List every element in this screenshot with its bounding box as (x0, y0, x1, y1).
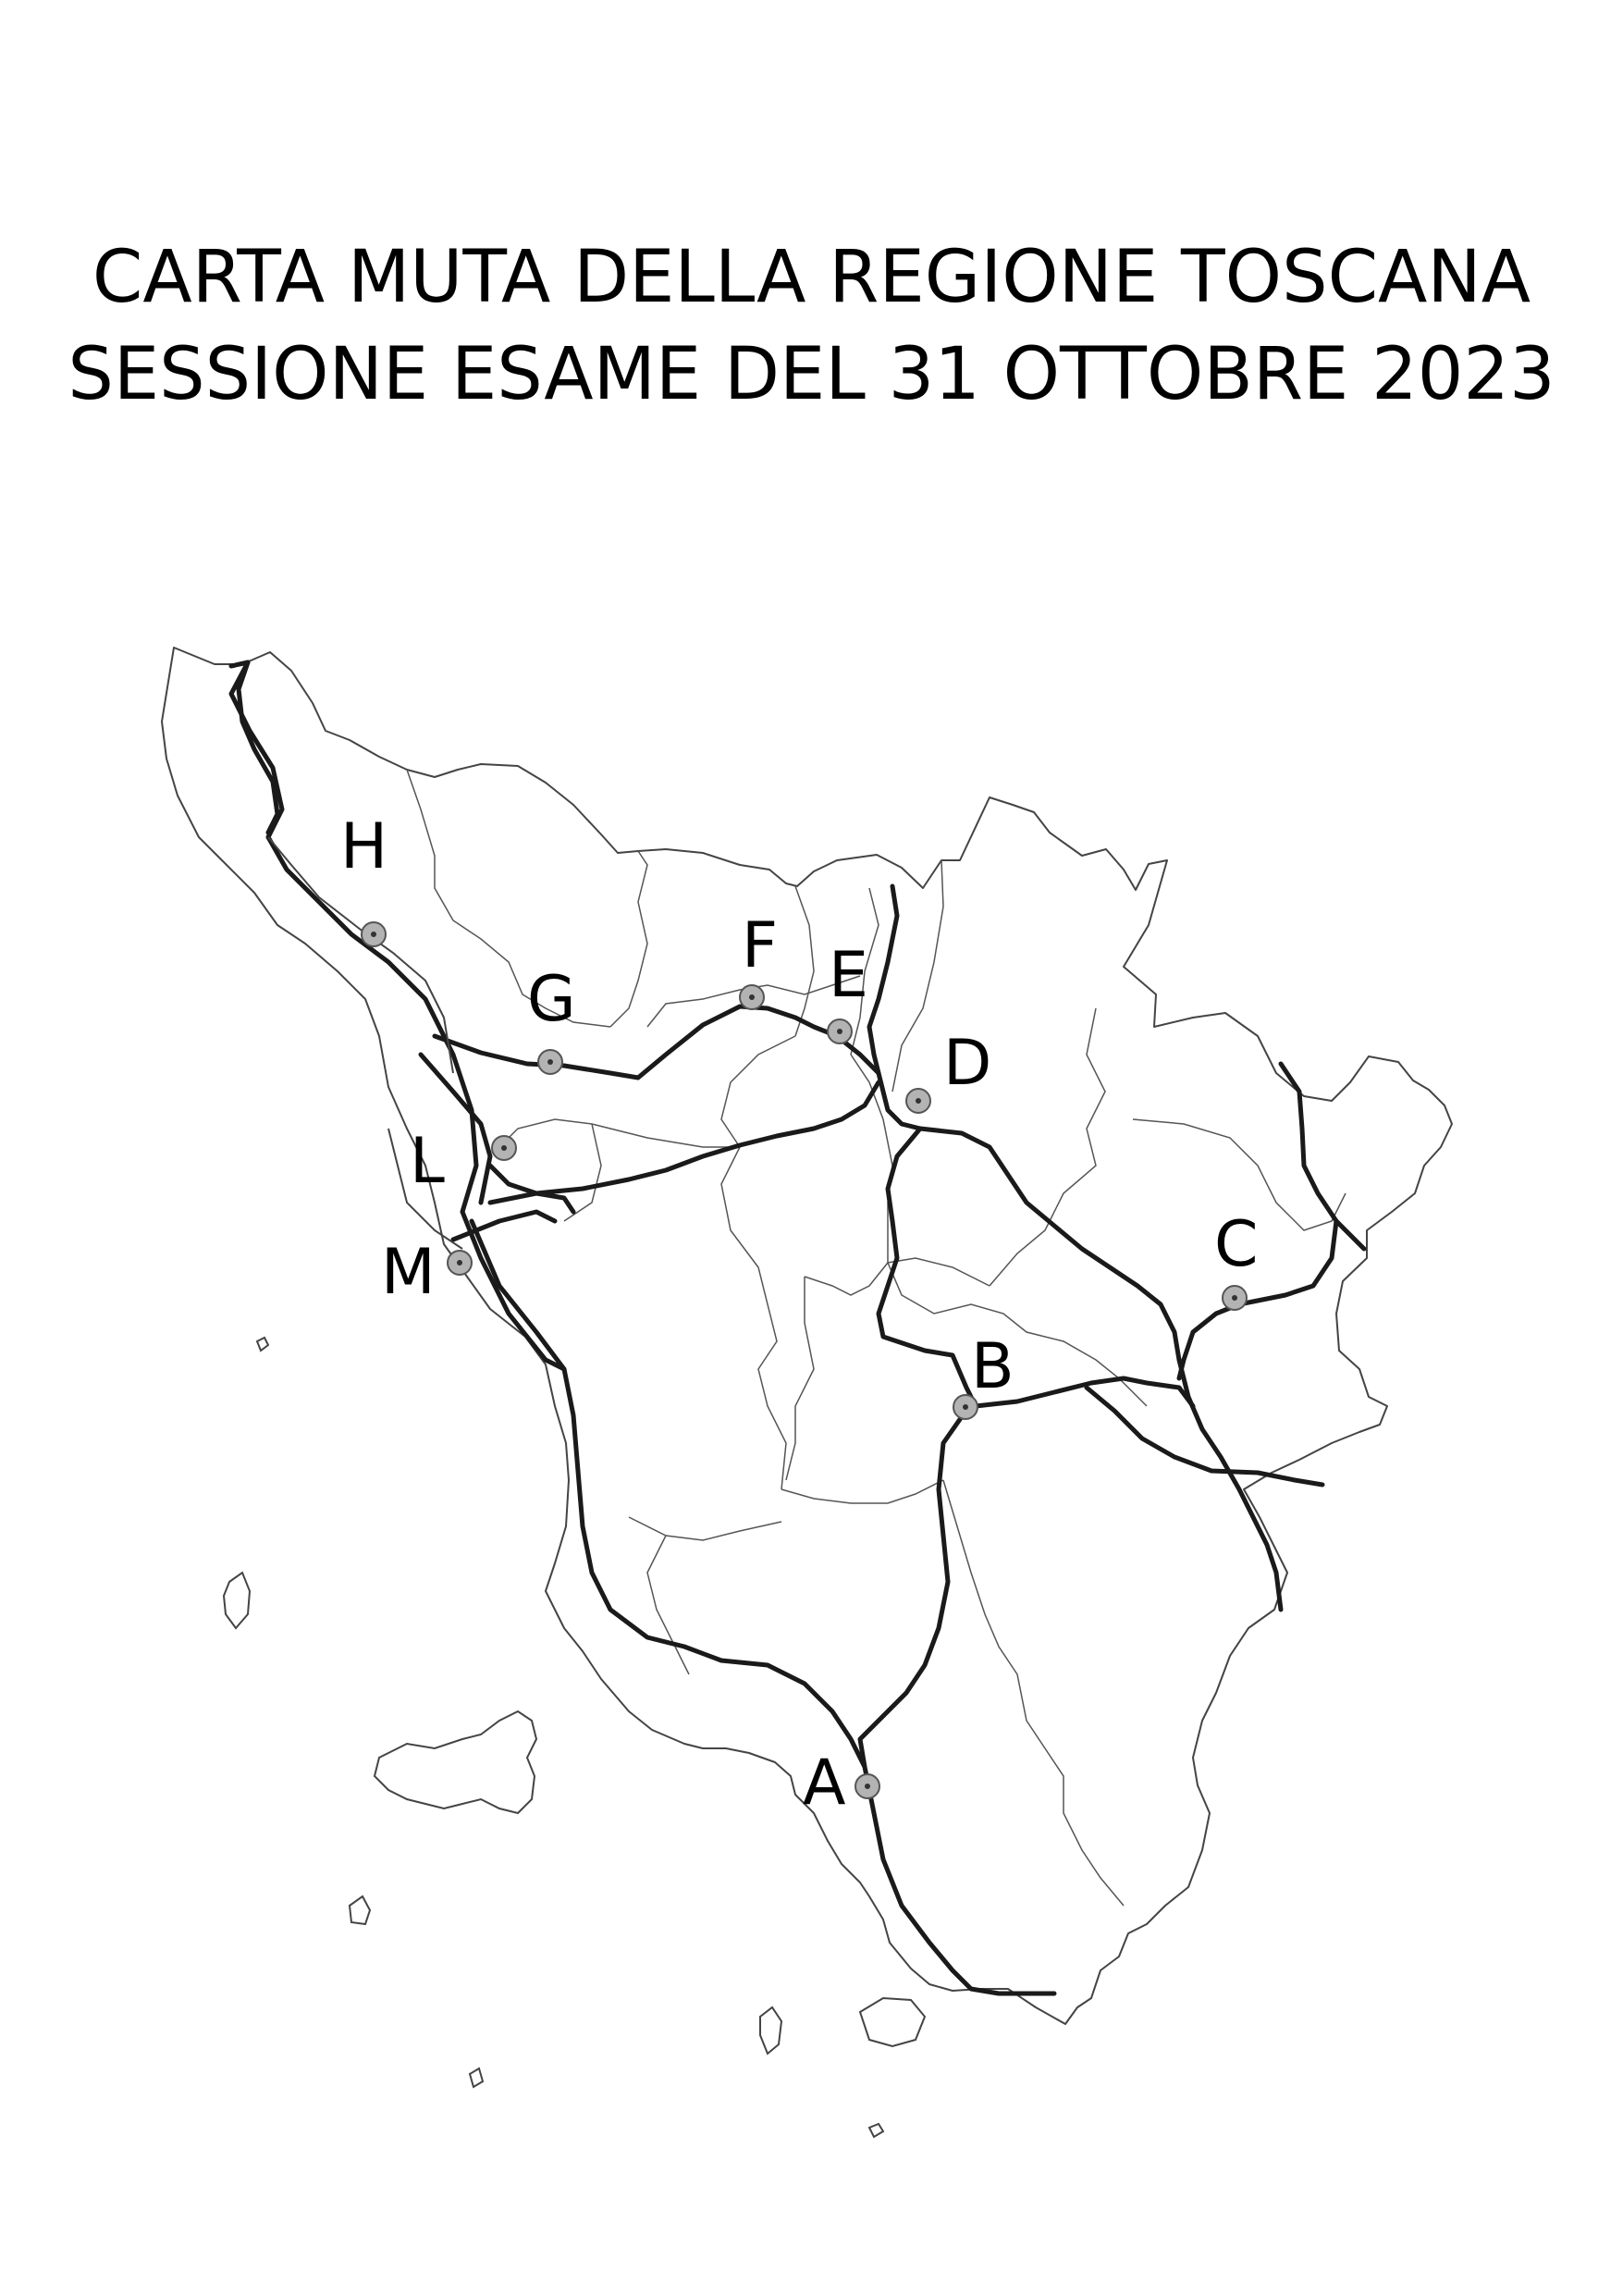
road-livorno-coast (450, 1209, 558, 1242)
marker-C: C (1214, 1208, 1258, 1311)
island-montecristo (468, 2067, 485, 2089)
marker-label-H: H (340, 810, 387, 883)
map-title-line-2: SESSIONE ESAME DEL 31 OTTOBRE 2023 (68, 333, 1555, 416)
island-giannutri (867, 2122, 885, 2139)
marker-D: D (905, 1027, 991, 1114)
road-fi-pi-li (487, 1080, 881, 1205)
island-capraia (222, 1571, 252, 1630)
marker-label-L: L (410, 1125, 445, 1198)
road-pisa-lucca (418, 1052, 493, 1205)
road-a1-north (867, 883, 923, 1131)
road-network (228, 660, 1367, 1996)
road-a15 (236, 660, 280, 835)
marker-label-G: G (527, 963, 576, 1036)
island-giglio (759, 2006, 783, 2055)
road-a12-coast (228, 660, 567, 1372)
road-aurelia-south (469, 1218, 1057, 1996)
road-e45 (1278, 1061, 1367, 1252)
marker-B: B (953, 1330, 1014, 1420)
map-title-line-1: CARTA MUTA DELLA REGIONE TOSCANA (92, 236, 1531, 319)
marker-F: F (739, 909, 778, 1010)
marker-label-C: C (1214, 1208, 1258, 1281)
marker-label-F: F (742, 909, 778, 982)
marker-H: H (340, 810, 387, 947)
promontorio-argentario (858, 1996, 927, 2048)
marker-label-B: B (971, 1330, 1014, 1403)
region-outline (161, 647, 1453, 2025)
marker-G: G (527, 963, 576, 1075)
marker-label-D: D (943, 1027, 991, 1100)
marker-label-E: E (829, 939, 868, 1012)
island-pianosa (348, 1895, 372, 1926)
road-a1-south (917, 1126, 1284, 1612)
road-a11 (432, 1004, 881, 1080)
marker-label-M: M (381, 1236, 436, 1309)
road-a1-north-section (876, 1126, 978, 1409)
marker-E: E (827, 939, 868, 1044)
marker-M: M (381, 1236, 473, 1309)
road-pisa-livorno-spur (487, 1163, 576, 1215)
province-boundaries (406, 769, 1346, 1907)
island-gorgona (255, 1336, 270, 1352)
marker-L: L (410, 1125, 517, 1198)
road-a12-north (228, 660, 251, 669)
road-firenze-siena (857, 1403, 972, 1770)
marker-A: A (803, 1747, 880, 1820)
location-markers: A B C D E (340, 810, 1258, 1820)
islands (222, 1336, 927, 2139)
road-bettolle (1084, 1385, 1325, 1487)
road-siena-arezzo-perugia (973, 1376, 1196, 1409)
road-arezzo-east (1176, 1218, 1339, 1381)
island-elba (373, 1710, 538, 1815)
marker-label-A: A (803, 1747, 846, 1820)
